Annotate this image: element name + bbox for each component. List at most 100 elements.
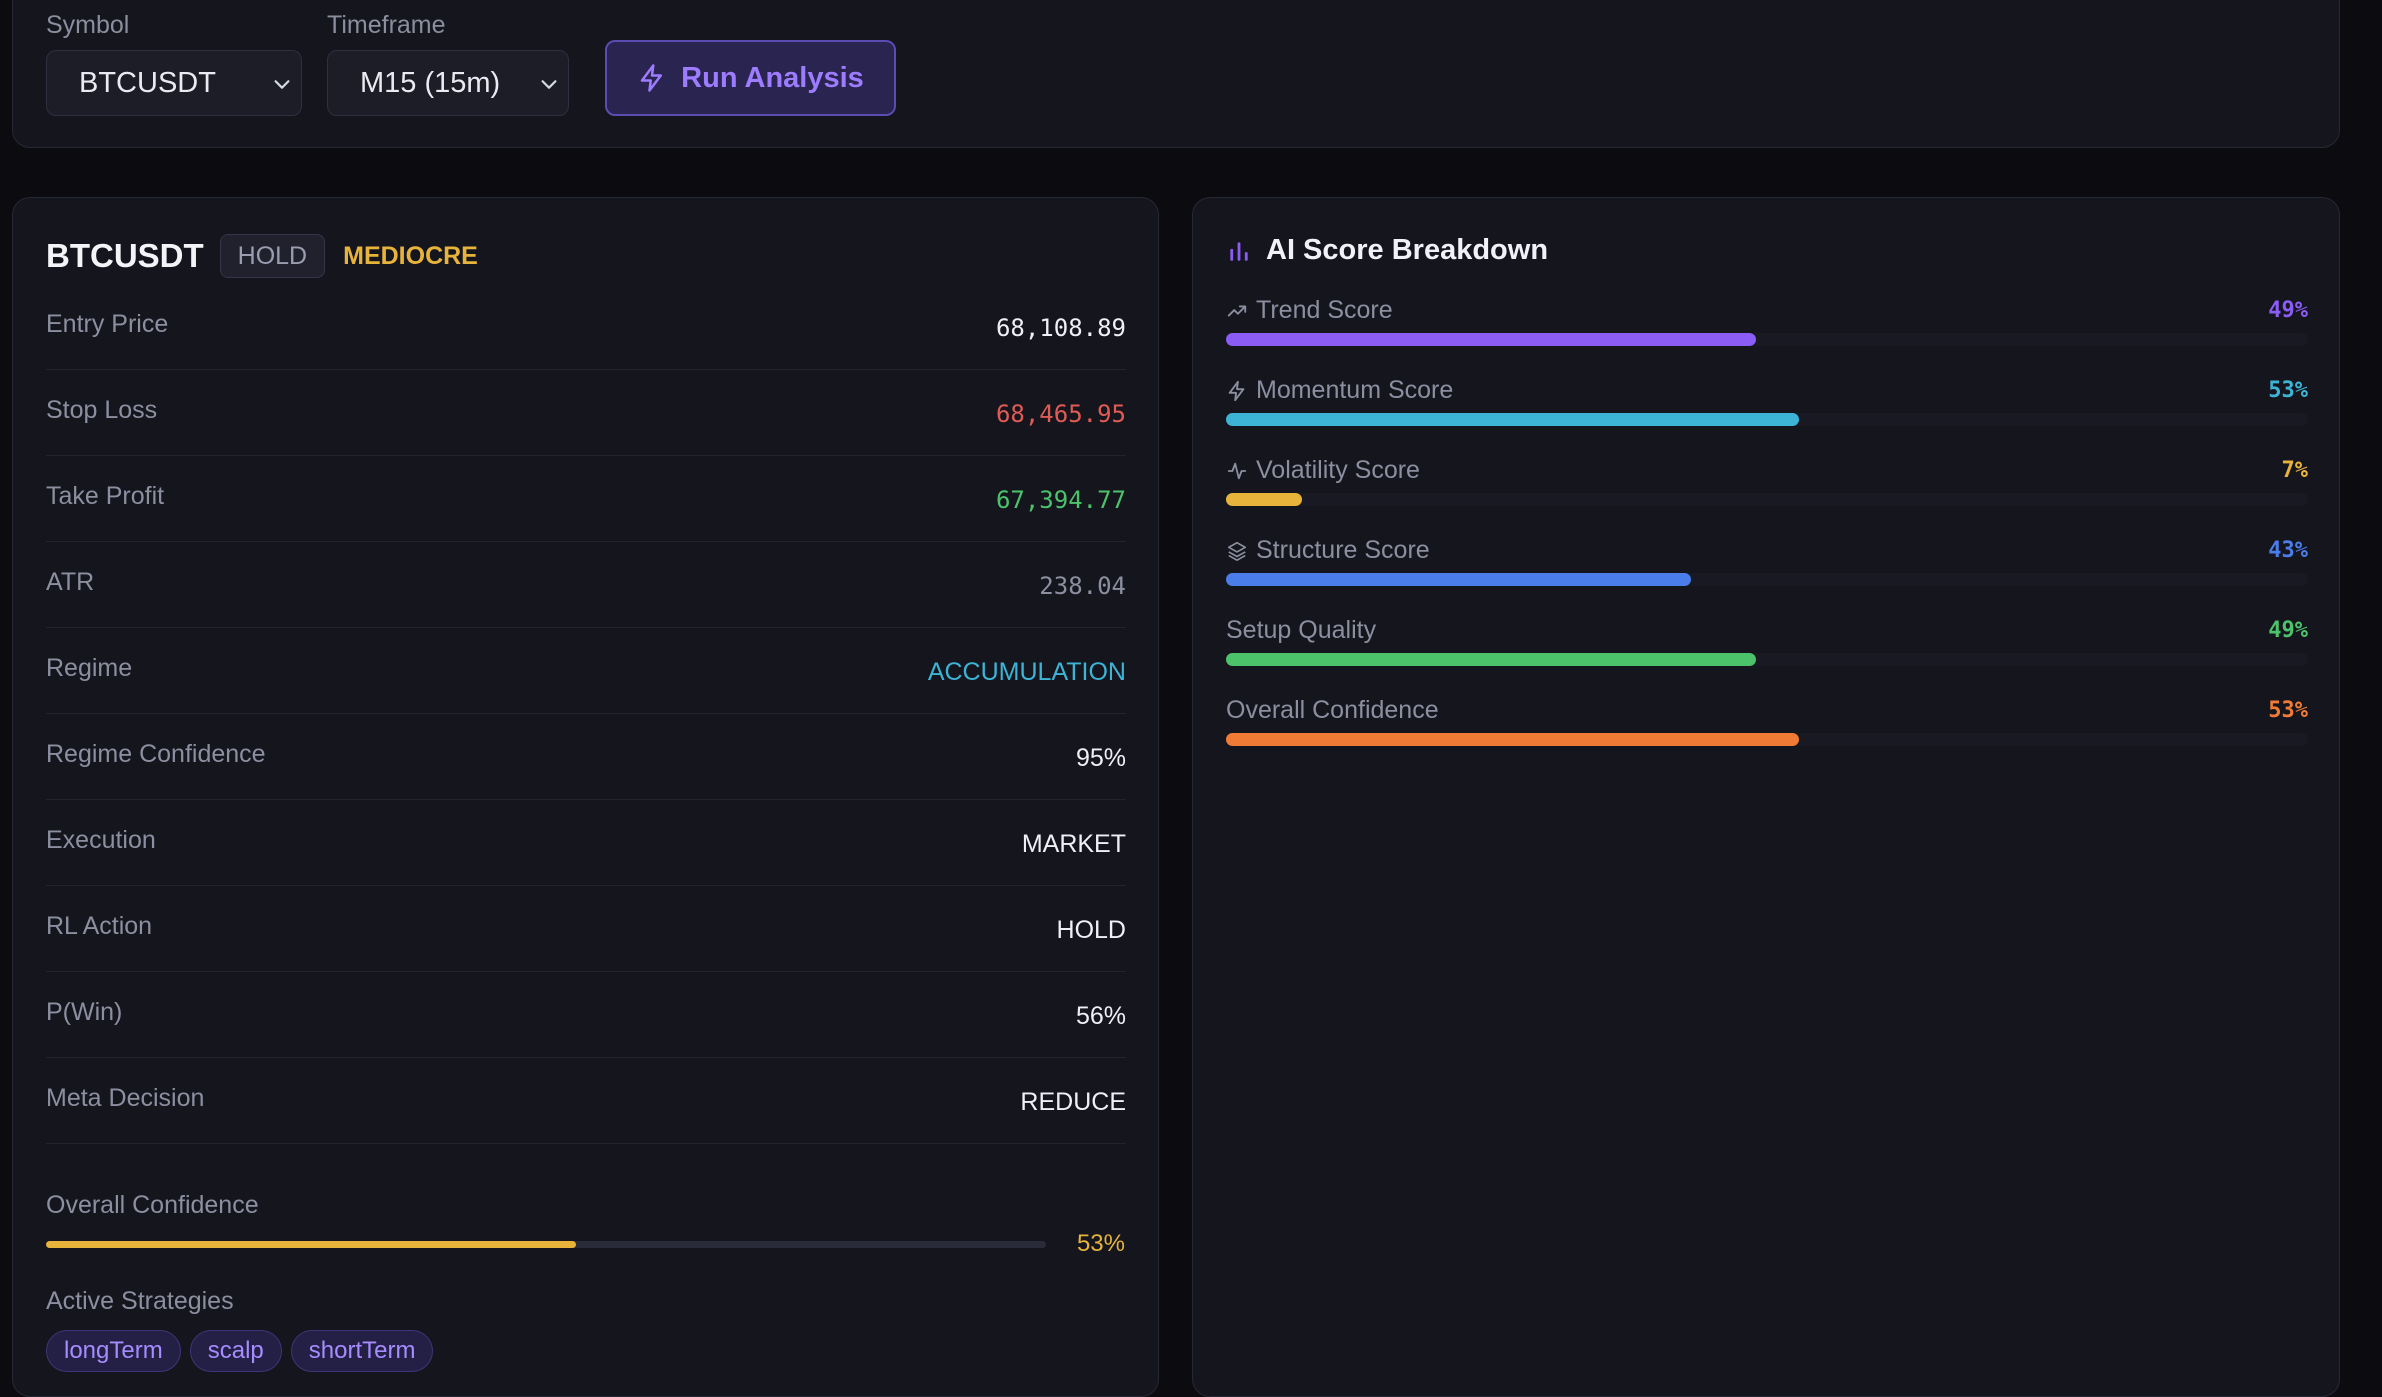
signal-row: Take Profit 67,394.77	[46, 456, 1126, 542]
score-bar	[1226, 413, 2308, 426]
signal-row: Meta Decision REDUCE	[46, 1058, 1126, 1144]
active-strategies-label: Active Strategies	[46, 1287, 234, 1315]
strategy-chip: shortTerm	[290, 1330, 434, 1372]
signal-row-value: 238.04	[1039, 572, 1126, 600]
chevron-down-icon	[541, 80, 557, 89]
signal-symbol: BTCUSDT	[46, 237, 204, 274]
breakdown-header: AI Score Breakdown	[1226, 234, 1548, 267]
signal-row-label: Regime Confidence	[46, 740, 266, 768]
signal-header: BTCUSDT HOLD MEDIOCRE	[46, 234, 478, 278]
score-label-text: Trend Score	[1256, 296, 1393, 324]
action-badge: HOLD	[219, 234, 326, 278]
score-bar	[1226, 493, 2308, 506]
quality-badge: MEDIOCRE	[343, 241, 478, 270]
score-bar-fill	[1226, 573, 1692, 586]
chevron-down-icon	[274, 80, 290, 89]
score-label: Structure Score	[1226, 536, 1430, 565]
signal-row: Execution MARKET	[46, 800, 1126, 886]
signal-card: BTCUSDT HOLD MEDIOCRE Entry Price 68,108.…	[12, 197, 1159, 1397]
score-label: Overall Confidence	[1226, 696, 1439, 725]
activity-icon	[1227, 462, 1247, 479]
bar-chart-icon	[1230, 241, 1248, 261]
score-row: Volatility Score 7%	[1226, 456, 2308, 526]
score-bar-fill	[1226, 653, 1757, 666]
score-label-text: Structure Score	[1256, 536, 1430, 564]
score-bar-fill	[1226, 493, 1302, 506]
score-row: Momentum Score 53%	[1226, 376, 2308, 446]
score-row: Structure Score 43%	[1226, 536, 2308, 606]
score-value: 49%	[2268, 298, 2308, 323]
score-breakdown-card: AI Score Breakdown Trend Score 49% Momentu…	[1192, 197, 2340, 1397]
layers-icon	[1227, 541, 1247, 561]
score-value: 49%	[2268, 618, 2308, 643]
signal-row-label: Meta Decision	[46, 1084, 205, 1112]
score-row: Trend Score 49%	[1226, 296, 2308, 366]
lightning-icon	[640, 64, 663, 92]
breakdown-title: AI Score Breakdown	[1266, 234, 1549, 266]
signal-row-value: 95%	[1075, 744, 1126, 772]
symbol-label: Symbol	[46, 11, 130, 39]
signal-row: Entry Price 68,108.89	[46, 284, 1126, 370]
signal-row-value: 67,394.77	[995, 486, 1126, 514]
score-bar	[1226, 733, 2308, 746]
score-label: Trend Score	[1226, 296, 1393, 325]
signal-row-value: 56%	[1075, 1002, 1126, 1030]
signal-row: ATR 238.04	[46, 542, 1126, 628]
signal-row-label: Stop Loss	[46, 396, 158, 424]
run-analysis-label: Run Analysis	[681, 61, 864, 94]
signal-row-value: MARKET	[1021, 830, 1126, 858]
score-label-text: Volatility Score	[1256, 456, 1420, 484]
timeframe-label: Timeframe	[327, 11, 446, 39]
overall-confidence-value: 53%	[1076, 1230, 1125, 1257]
signal-row-value: REDUCE	[1020, 1088, 1126, 1116]
timeframe-select-value: M15 (15m)	[360, 66, 501, 99]
score-label: Volatility Score	[1226, 456, 1420, 485]
score-row: Setup Quality 49%	[1226, 616, 2308, 686]
score-bar	[1226, 573, 2308, 586]
signal-row-label: ATR	[46, 568, 95, 596]
signal-row-value: 68,108.89	[995, 314, 1126, 342]
signal-row-label: Entry Price	[46, 310, 169, 338]
strategy-chip: scalp	[189, 1330, 282, 1372]
signal-row: Regime Confidence 95%	[46, 714, 1126, 800]
signal-row-value: ACCUMULATION	[927, 658, 1126, 686]
score-label: Setup Quality	[1226, 616, 1376, 645]
signal-row: Stop Loss 68,465.95	[46, 370, 1126, 456]
score-bar-fill	[1226, 413, 1800, 426]
score-bar-fill	[1226, 733, 1800, 746]
overall-confidence-label: Overall Confidence	[46, 1191, 259, 1219]
score-label-text: Momentum Score	[1256, 376, 1454, 404]
score-value: 53%	[2268, 378, 2308, 403]
signal-row: P(Win) 56%	[46, 972, 1126, 1058]
strategy-chip: longTerm	[46, 1330, 181, 1372]
symbol-select-value: BTCUSDT	[79, 66, 216, 99]
score-value: 53%	[2268, 698, 2308, 723]
trending-up-icon	[1227, 305, 1247, 316]
timeframe-select[interactable]: M15 (15m)	[327, 50, 569, 116]
signal-row-label: Execution	[46, 826, 156, 854]
strategy-chips: longTerm scalp shortTerm	[46, 1330, 434, 1372]
score-label-text: Setup Quality	[1226, 616, 1377, 644]
signal-row-value: HOLD	[1056, 916, 1126, 944]
score-bar	[1226, 333, 2308, 346]
score-row: Overall Confidence 53%	[1226, 696, 2308, 766]
signal-row-label: P(Win)	[46, 998, 123, 1026]
signal-row-label: RL Action	[46, 912, 153, 940]
analysis-toolbar: Symbol BTCUSDT Timeframe M15 (15m) Run A…	[12, 0, 2340, 148]
signal-row: Regime ACCUMULATION	[46, 628, 1126, 714]
score-bar	[1226, 653, 2308, 666]
signal-row-value: 68,465.95	[995, 400, 1126, 428]
score-value: 7%	[2281, 458, 2309, 483]
score-bar-fill	[1226, 333, 1757, 346]
overall-confidence-bar	[46, 1241, 1046, 1248]
overall-confidence-fill	[46, 1241, 576, 1248]
score-label: Momentum Score	[1226, 376, 1453, 405]
symbol-select[interactable]: BTCUSDT	[46, 50, 302, 116]
signal-row-label: Take Profit	[46, 482, 165, 510]
score-value: 43%	[2268, 538, 2308, 563]
signal-row: RL Action HOLD	[46, 886, 1126, 972]
lightning-icon	[1228, 380, 1245, 401]
run-analysis-button[interactable]: Run Analysis	[605, 40, 896, 116]
signal-row-label: Regime	[46, 654, 133, 682]
score-label-text: Overall Confidence	[1226, 696, 1439, 724]
